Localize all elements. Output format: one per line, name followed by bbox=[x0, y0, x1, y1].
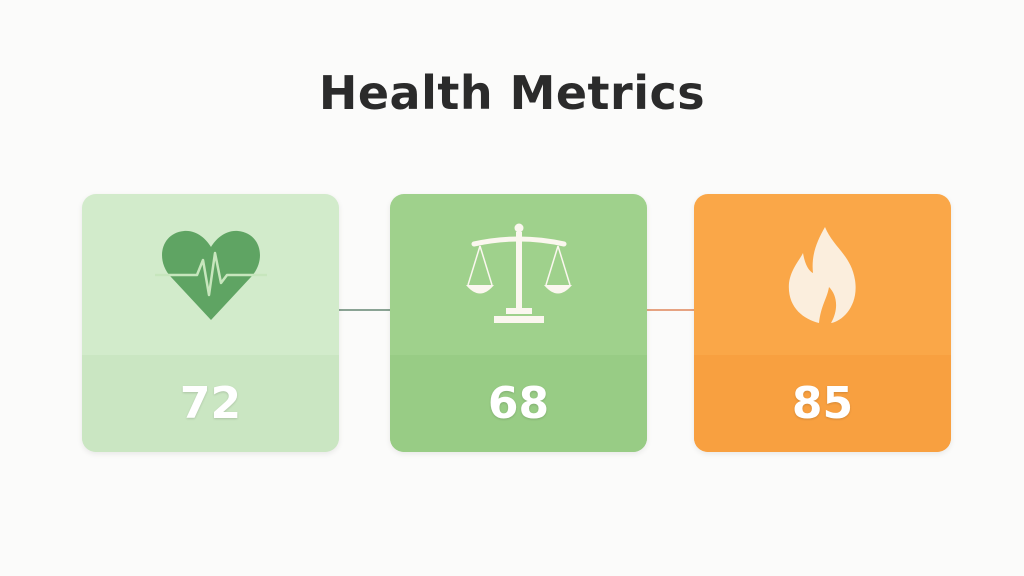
page-title: Health Metrics bbox=[318, 66, 706, 120]
metric-card-weight: 68 bbox=[390, 194, 647, 452]
metric-value: 72 bbox=[82, 355, 339, 452]
flame-icon bbox=[788, 226, 856, 323]
connector-line bbox=[645, 309, 695, 311]
connector-line bbox=[339, 309, 391, 311]
metric-card-heart-rate: 72 bbox=[82, 194, 339, 452]
heart-pulse-icon bbox=[154, 230, 267, 320]
metric-card-calories: 85 bbox=[694, 194, 951, 452]
metric-value: 68 bbox=[390, 355, 647, 452]
metric-value: 85 bbox=[694, 355, 951, 452]
balance-scale-icon bbox=[465, 223, 572, 323]
